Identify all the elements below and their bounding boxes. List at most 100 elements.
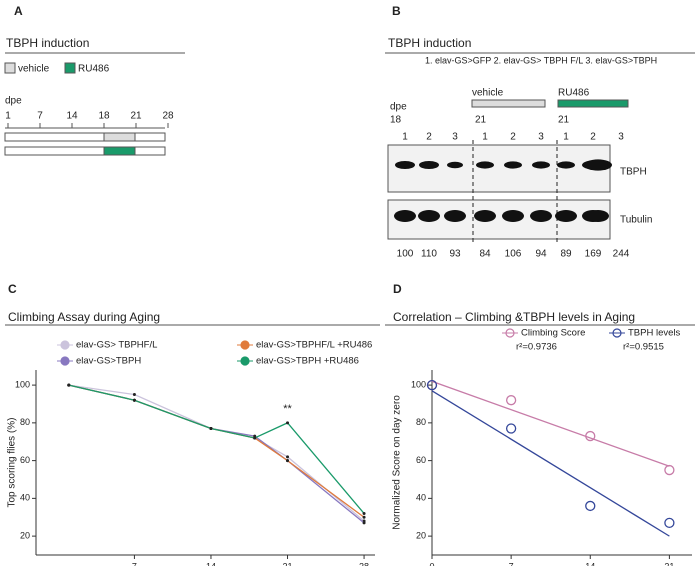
point <box>426 379 438 391</box>
day-label: 7 <box>37 111 43 122</box>
series-line <box>68 384 365 514</box>
y-tick-label: 40 <box>20 493 30 503</box>
x-tick-label: 14 <box>206 561 216 566</box>
ru486-bar <box>557 99 629 108</box>
day-label: 1 <box>5 111 11 122</box>
annotation: ** <box>283 403 292 415</box>
y-tick-label: 40 <box>416 493 426 503</box>
y-axis-label: Top scoring flies (%) <box>7 417 18 507</box>
genotypes: 1. elav-GS>GFP 2. elav-GS> TBPH F/L 3. e… <box>425 55 657 65</box>
quantification: 244 <box>613 249 630 260</box>
band <box>447 161 463 169</box>
point <box>362 511 366 515</box>
fit-line <box>431 390 670 537</box>
blot-label: TBPH <box>620 167 647 178</box>
band <box>587 210 609 222</box>
legend-label: TBPH levels <box>628 328 681 339</box>
band <box>444 210 466 222</box>
panel-label: A <box>14 4 23 18</box>
band <box>419 161 439 169</box>
series-line <box>68 384 365 522</box>
y-tick-label: 60 <box>20 455 30 465</box>
x-tick-label: 28 <box>359 561 369 566</box>
legend-label: elav-GS> TBPHF/L <box>76 340 157 351</box>
x-tick-label: 21 <box>283 561 293 566</box>
y-tick-label: 100 <box>15 379 30 389</box>
quantification: 93 <box>449 249 461 260</box>
point <box>286 459 290 463</box>
band <box>557 161 575 169</box>
legend-swatch <box>64 62 76 74</box>
x-tick-label: 7 <box>509 561 514 566</box>
r-squared: r²=0.9736 <box>516 342 557 353</box>
legend-label: elav-GS>TBPH +RU486 <box>256 356 359 367</box>
dpe-day: 21 <box>558 115 570 126</box>
charts: C Climbing Assay during Aging 20 40 60 80 100 7… <box>5 282 695 566</box>
legend-label: RU486 <box>78 64 110 75</box>
panel-title: TBPH induction <box>6 36 89 50</box>
y-tick-label: 80 <box>20 417 30 427</box>
x-tick-label: 21 <box>664 561 674 566</box>
lane-label: 1 <box>563 132 569 143</box>
band <box>476 161 494 169</box>
point <box>505 423 517 434</box>
lanes: 1 100 2 110 3 93 1 84 2 106 3 94 1 89 2 169 3 244 <box>394 132 630 260</box>
treatment: RU486 <box>558 88 590 99</box>
lane-label: 3 <box>538 132 544 143</box>
fit-line <box>431 380 670 467</box>
point <box>585 500 596 512</box>
panel-label: D <box>393 282 402 296</box>
panel-title: TBPH induction <box>388 36 471 50</box>
band <box>502 210 524 222</box>
day-label: 14 <box>66 111 78 122</box>
panel-label: B <box>392 4 401 18</box>
blot-label: Tubulin <box>620 215 652 226</box>
lane-label: 2 <box>426 132 432 143</box>
legend-label: Climbing Score <box>521 328 585 339</box>
timeline-ru486 <box>103 146 136 156</box>
point <box>585 430 596 442</box>
quantification: 84 <box>479 249 491 260</box>
quantification: 106 <box>505 249 522 260</box>
panel-label: C <box>8 282 17 296</box>
quantification: 169 <box>585 249 602 260</box>
lane-label: 3 <box>452 132 458 143</box>
band <box>474 210 496 222</box>
band <box>394 210 416 222</box>
timeline: 1 7 14 18 21 28 <box>5 111 174 129</box>
point <box>664 464 675 476</box>
point <box>664 517 675 529</box>
legend-label: vehicle <box>18 64 50 75</box>
blot <box>387 144 611 193</box>
day-label: 18 <box>98 111 110 122</box>
timeline-bar <box>4 132 166 142</box>
x-tick-label: 0 <box>429 561 434 566</box>
dpe-day: 18 <box>390 115 402 126</box>
r-squared: r²=0.9515 <box>623 342 664 353</box>
lane-label: 2 <box>590 132 596 143</box>
lane-label: 1 <box>402 132 408 143</box>
quantification: 110 <box>421 249 437 260</box>
band <box>532 161 550 169</box>
lane-label: 2 <box>510 132 516 143</box>
point <box>253 436 257 440</box>
legend-swatch <box>4 62 16 74</box>
lane-label: 1 <box>482 132 488 143</box>
band <box>418 210 440 222</box>
series-line <box>68 384 365 518</box>
band <box>555 210 577 222</box>
point <box>362 521 366 525</box>
legend-label: elav-GS>TBPHF/L +RU486 <box>256 340 372 351</box>
dpe-label: dpe <box>390 102 407 113</box>
point <box>132 393 136 397</box>
quantification: 94 <box>535 249 547 260</box>
x-tick-label: 7 <box>132 561 137 566</box>
chart-title: Correlation – Climbing &TBPH levels in A… <box>393 310 635 324</box>
treatment: vehicle <box>472 88 504 99</box>
x-tick-label: 14 <box>585 561 595 566</box>
band <box>584 159 612 171</box>
y-tick-label: 20 <box>416 530 426 540</box>
point <box>132 398 136 402</box>
band <box>530 210 552 222</box>
